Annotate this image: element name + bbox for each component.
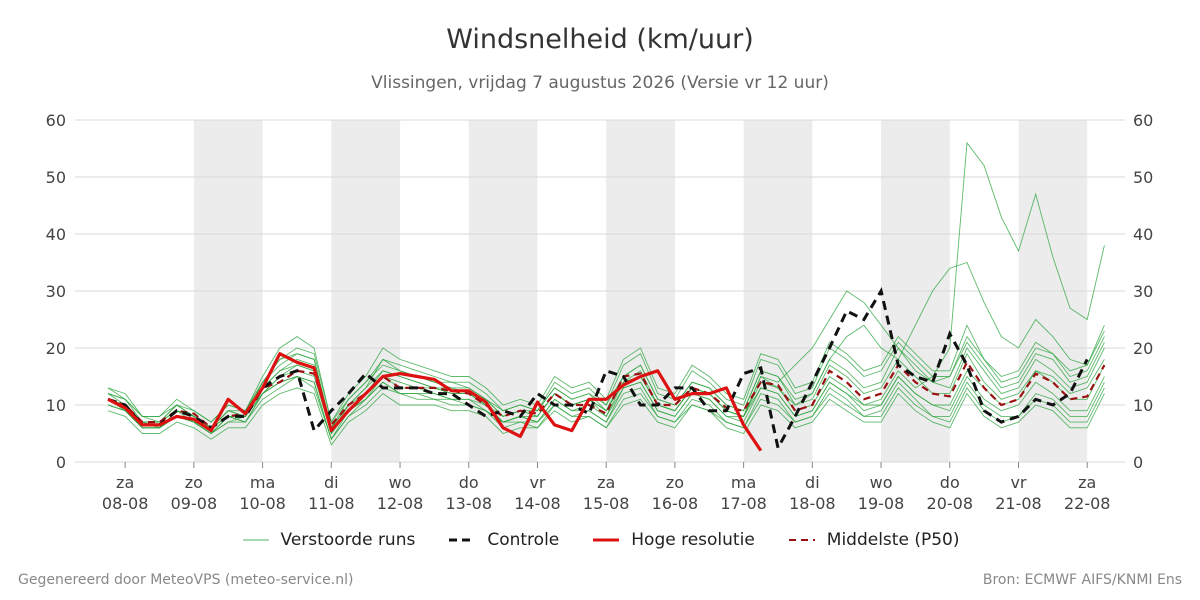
legend-label-median: Middelste (P50) bbox=[826, 530, 960, 550]
y-tick-label-right: 20 bbox=[1133, 339, 1153, 358]
y-tick-label-left: 50 bbox=[46, 168, 66, 187]
legend-item-high-res: Hoge resolutie bbox=[591, 530, 755, 550]
legend-swatch-high-res bbox=[593, 538, 620, 542]
legend-item-control: Controle bbox=[447, 530, 559, 550]
x-tick-label-day: zo bbox=[666, 473, 684, 492]
y-tick-label-left: 60 bbox=[46, 111, 66, 130]
y-tick-label-left: 20 bbox=[46, 339, 66, 358]
y-tick-label-right: 50 bbox=[1133, 168, 1153, 187]
y-tick-label-right: 10 bbox=[1133, 396, 1153, 415]
series-line-high-res bbox=[107, 352, 763, 452]
x-tick-label-day: za bbox=[1078, 473, 1096, 492]
x-tick-label-day: wo bbox=[389, 473, 412, 492]
x-axis: za 08-08 zo 09-08 ma 10-08 di 11-08 wo 12-08 do 13-… bbox=[102, 462, 1111, 513]
series-line-control bbox=[107, 287, 1089, 453]
x-tick-label-day: do bbox=[940, 473, 960, 492]
x-tick-label-day: wo bbox=[870, 473, 893, 492]
x-tick-label-date: 12-08 bbox=[377, 494, 424, 513]
ensemble-lines bbox=[107, 141, 1105, 446]
x-tick-label-date: 16-08 bbox=[652, 494, 699, 513]
series-line-median bbox=[107, 360, 1106, 430]
y-tick-label-right: 60 bbox=[1133, 111, 1153, 130]
legend: Verstoorde runs Controle Hoge resolutie … bbox=[0, 530, 1200, 550]
main-lines bbox=[107, 287, 1106, 453]
x-tick-label-date: 17-08 bbox=[720, 494, 767, 513]
x-tick-label-date: 18-08 bbox=[789, 494, 836, 513]
x-tick-label-date: 21-08 bbox=[995, 494, 1042, 513]
y-axis-right: 0 10 20 30 40 50 60 bbox=[1133, 111, 1153, 472]
series-line-ensemble-9 bbox=[107, 376, 1105, 441]
footer-source: Bron: ECMWF AIFS/KNMI Ens bbox=[982, 572, 1182, 588]
x-tick-label-date: 08-08 bbox=[102, 494, 149, 513]
chart-title: Windsnelheid (km/uur) bbox=[446, 24, 754, 55]
x-tick-label-date: 14-08 bbox=[514, 494, 561, 513]
x-tick-label-day: ma bbox=[250, 473, 275, 492]
y-axis-left: 0 10 20 30 40 50 60 bbox=[46, 111, 66, 472]
x-tick-label-date: 15-08 bbox=[583, 494, 630, 513]
legend-swatch-ensemble bbox=[242, 539, 269, 541]
x-tick-label-date: 10-08 bbox=[239, 494, 286, 513]
legend-swatch-median bbox=[788, 539, 815, 541]
legend-item-median: Middelste (P50) bbox=[787, 530, 960, 550]
x-tick-label-day: za bbox=[116, 473, 134, 492]
x-tick-label-day: zo bbox=[185, 473, 203, 492]
x-tick-label-date: 22-08 bbox=[1064, 494, 1111, 513]
y-tick-label-right: 30 bbox=[1133, 282, 1153, 301]
x-tick-label-day: vr bbox=[529, 473, 545, 492]
y-tick-label-left: 40 bbox=[46, 225, 66, 244]
y-tick-label-right: 0 bbox=[1133, 453, 1143, 472]
x-tick-label-day: ma bbox=[731, 473, 756, 492]
x-tick-label-day: di bbox=[805, 473, 820, 492]
x-tick-label-day: za bbox=[597, 473, 615, 492]
x-tick-label-day: di bbox=[324, 473, 339, 492]
y-tick-label-right: 40 bbox=[1133, 225, 1153, 244]
series-line-ensemble-11 bbox=[107, 375, 1105, 441]
series-line-ensemble-7 bbox=[107, 364, 1105, 435]
x-tick-label-date: 09-08 bbox=[171, 494, 218, 513]
legend-label-ensemble: Verstoorde runs bbox=[280, 530, 416, 550]
y-tick-label-left: 30 bbox=[46, 282, 66, 301]
x-tick-label-day: do bbox=[459, 473, 479, 492]
footer-generated: Gegenereerd door MeteoVPS (meteo-service… bbox=[18, 572, 354, 588]
legend-label-high-res: Hoge resolutie bbox=[631, 530, 755, 550]
legend-swatch-control bbox=[449, 538, 476, 542]
x-tick-label-date: 11-08 bbox=[308, 494, 355, 513]
x-tick-label-day: vr bbox=[1010, 473, 1026, 492]
x-tick-label-date: 20-08 bbox=[927, 494, 974, 513]
legend-label-control: Controle bbox=[487, 530, 560, 550]
legend-item-ensemble: Verstoorde runs bbox=[241, 530, 416, 550]
x-tick-label-date: 19-08 bbox=[858, 494, 905, 513]
y-tick-label-left: 0 bbox=[56, 453, 66, 472]
y-tick-label-left: 10 bbox=[46, 396, 66, 415]
chart-subtitle: Vlissingen, vrijdag 7 augustus 2026 (Ver… bbox=[371, 73, 829, 93]
x-tick-label-date: 13-08 bbox=[446, 494, 493, 513]
